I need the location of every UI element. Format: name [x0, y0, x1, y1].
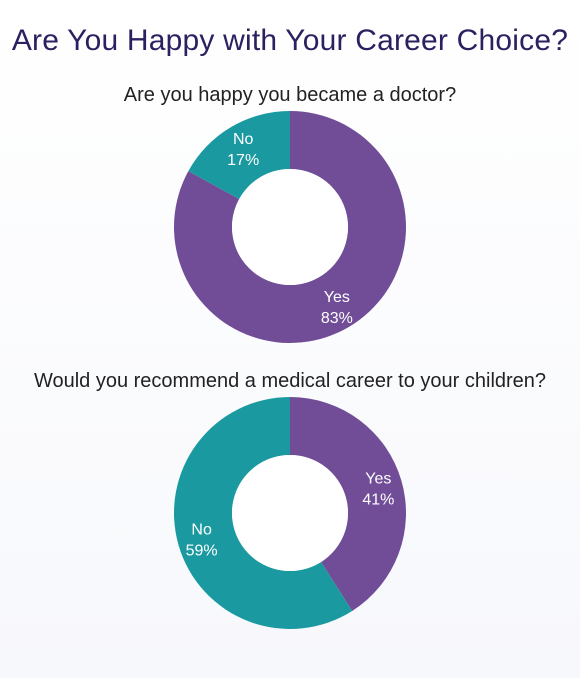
slice-value-no: 59% — [186, 543, 218, 560]
donut-chart-happy: Yes 83% No 17% — [174, 111, 406, 343]
slice-label-no: No — [233, 131, 254, 148]
page-title: Are You Happy with Your Career Choice? — [11, 24, 569, 57]
slice-label-no: No — [191, 522, 212, 539]
slice-no — [174, 397, 353, 629]
donut-hole — [232, 169, 348, 285]
slice-no — [188, 111, 290, 200]
chart-title: Would you recommend a medical career to … — [33, 370, 547, 392]
slice-value-yes: 83% — [321, 310, 353, 327]
slice-label-yes: Yes — [324, 289, 350, 306]
donut-chart-recommend: Yes 41% No 59% — [174, 397, 407, 629]
chart-recommend-career: Would you recommend a medical career to … — [0, 370, 580, 633]
slice-value-yes: 41% — [362, 491, 394, 508]
donut-hole — [232, 455, 348, 571]
slice-value-no: 17% — [227, 152, 259, 169]
chart-title: Are you happy you became a doctor? — [123, 84, 457, 106]
slice-yes — [290, 397, 407, 611]
slice-yes — [174, 111, 406, 343]
slice-label-yes: Yes — [365, 470, 391, 487]
chart-happy-doctor: Are you happy you became a doctor? Yes 83… — [0, 84, 580, 347]
